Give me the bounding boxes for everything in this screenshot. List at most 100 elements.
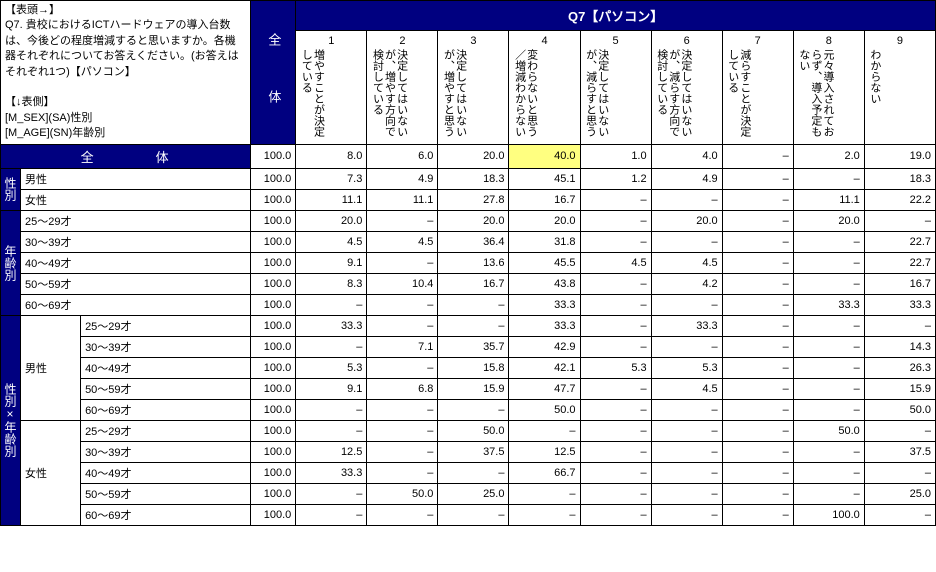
header-side2: [M_SEX](SA)性別: [5, 112, 92, 124]
data-cell: 47.7: [509, 378, 580, 399]
col-label: 変わらないと思う／増減わからない: [509, 49, 580, 145]
row-label: 60～69才: [81, 504, 251, 525]
data-cell: –: [580, 231, 651, 252]
data-cell: –: [580, 336, 651, 357]
data-cell: –: [651, 231, 722, 252]
data-cell: 1.2: [580, 168, 651, 189]
data-table: 【表頭→】 Q7. 貴校におけるICTハードウェアの導入台数は、今後どの程度増減…: [0, 0, 936, 526]
row-label: 40～49才: [21, 252, 251, 273]
data-cell: –: [651, 483, 722, 504]
row-label: 男性: [21, 315, 81, 420]
data-cell: –: [793, 399, 864, 420]
data-cell: 5.3: [296, 357, 367, 378]
data-cell: 20.0: [438, 210, 509, 231]
data-cell: 100.0: [251, 210, 296, 231]
col-label: 決定してはいないが、減らすと思う: [580, 49, 651, 145]
data-cell: –: [438, 462, 509, 483]
data-cell: –: [864, 315, 935, 336]
data-cell: 40.0: [509, 144, 580, 168]
data-cell: –: [651, 294, 722, 315]
data-cell: 20.0: [509, 210, 580, 231]
data-cell: 100.0: [251, 294, 296, 315]
data-cell: –: [580, 315, 651, 336]
row-label: 30～39才: [21, 231, 251, 252]
data-cell: 10.4: [367, 273, 438, 294]
row-label: 50～59才: [81, 483, 251, 504]
data-cell: 100.0: [251, 441, 296, 462]
data-cell: 36.4: [438, 231, 509, 252]
data-cell: –: [651, 399, 722, 420]
data-cell: 33.3: [651, 315, 722, 336]
data-cell: –: [438, 504, 509, 525]
data-cell: –: [580, 462, 651, 483]
data-cell: 31.8: [509, 231, 580, 252]
data-cell: –: [793, 168, 864, 189]
col-num: 6: [651, 30, 722, 48]
data-cell: 13.6: [438, 252, 509, 273]
data-cell: 4.5: [651, 378, 722, 399]
col-label: 元々導入されておらず、導入予定もない: [793, 49, 864, 145]
data-cell: –: [651, 189, 722, 210]
row-label: 25～29才: [81, 315, 251, 336]
row-label: 40～49才: [81, 462, 251, 483]
data-cell: 100.0: [251, 357, 296, 378]
data-cell: –: [296, 483, 367, 504]
data-cell: 33.3: [509, 315, 580, 336]
col-num: 4: [509, 30, 580, 48]
col-num: 8: [793, 30, 864, 48]
data-cell: –: [509, 504, 580, 525]
data-cell: 16.7: [509, 189, 580, 210]
data-cell: 100.0: [251, 189, 296, 210]
data-cell: 15.8: [438, 357, 509, 378]
data-cell: –: [722, 378, 793, 399]
data-cell: –: [793, 378, 864, 399]
data-cell: –: [722, 144, 793, 168]
row-label: 60～69才: [81, 399, 251, 420]
data-cell: –: [793, 273, 864, 294]
data-cell: –: [651, 504, 722, 525]
data-cell: 45.5: [509, 252, 580, 273]
data-cell: 25.0: [438, 483, 509, 504]
data-cell: 6.8: [367, 378, 438, 399]
data-cell: 27.8: [438, 189, 509, 210]
row-label: 女性: [21, 189, 251, 210]
data-cell: –: [651, 441, 722, 462]
data-cell: 7.3: [296, 168, 367, 189]
data-cell: –: [296, 336, 367, 357]
data-cell: 100.0: [251, 144, 296, 168]
data-cell: –: [367, 462, 438, 483]
data-cell: 22.7: [864, 252, 935, 273]
data-cell: 50.0: [864, 399, 935, 420]
data-cell: 5.3: [580, 357, 651, 378]
data-cell: 26.3: [864, 357, 935, 378]
data-cell: 100.0: [251, 315, 296, 336]
data-cell: 100.0: [251, 231, 296, 252]
data-cell: 8.3: [296, 273, 367, 294]
data-cell: –: [580, 504, 651, 525]
data-cell: 20.0: [793, 210, 864, 231]
data-cell: –: [367, 441, 438, 462]
data-cell: 100.0: [251, 336, 296, 357]
cat-sex: 性別: [1, 168, 21, 210]
data-cell: –: [722, 420, 793, 441]
data-cell: –: [864, 210, 935, 231]
data-cell: 33.3: [296, 462, 367, 483]
data-cell: 9.1: [296, 378, 367, 399]
data-cell: 4.5: [367, 231, 438, 252]
data-cell: –: [367, 399, 438, 420]
data-cell: 14.3: [864, 336, 935, 357]
col-label: 減らすことが決定している: [722, 49, 793, 145]
data-cell: 18.3: [438, 168, 509, 189]
data-cell: 4.5: [580, 252, 651, 273]
data-cell: 45.1: [509, 168, 580, 189]
data-cell: –: [722, 441, 793, 462]
row-label: 男性: [21, 168, 251, 189]
data-cell: –: [722, 357, 793, 378]
data-cell: –: [367, 294, 438, 315]
data-cell: 11.1: [793, 189, 864, 210]
data-cell: 19.0: [864, 144, 935, 168]
row-label: 40～49才: [81, 357, 251, 378]
data-cell: –: [722, 231, 793, 252]
data-cell: 5.3: [651, 357, 722, 378]
col-label: わからない: [864, 49, 935, 145]
